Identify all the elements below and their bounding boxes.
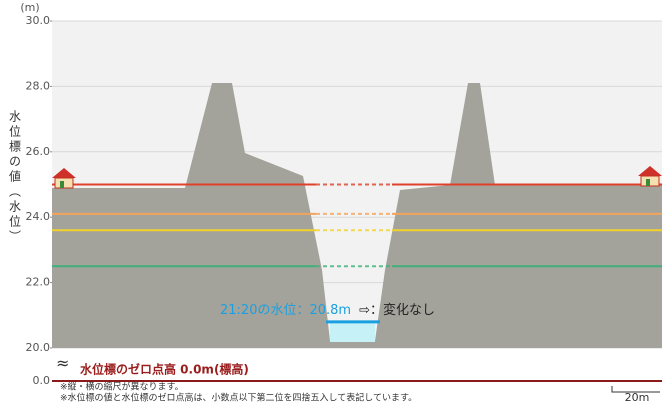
zero-tick-label: 0.0	[33, 374, 51, 387]
note: ※水位標の値と水位標のゼロ点高は、小数点以下第二位を四捨五入して表記しています。	[60, 392, 417, 404]
y-unit: (m)	[20, 1, 39, 14]
water-level-time-label: 21:20の水位：	[220, 303, 309, 318]
water-level-label: 21:20の水位：20.8m ⇨：変化なし	[220, 302, 435, 318]
y-tick-label: 30.0	[26, 14, 51, 27]
water-level-value-label: 20.8m	[309, 303, 351, 318]
y-axis-label: 水位標の値（水位）	[8, 110, 22, 245]
scale-label: 20m	[625, 391, 650, 404]
y-tick-label: 20.0	[26, 341, 51, 354]
water-level-trend: ⇨：変化なし	[359, 302, 435, 318]
axis-break: ≈	[56, 354, 69, 373]
zero-height-label: 水位標のゼロ点高 0.0m(標高)	[80, 362, 249, 377]
y-tick-label: 28.0	[26, 79, 51, 92]
water	[330, 322, 375, 342]
chart: (m) 水位標の値（水位） ≈ 水位標のゼロ点高 0.0m(標高) ※縦・横の縮…	[0, 0, 662, 407]
y-tick-label: 24.0	[26, 210, 51, 223]
y-tick-label: 22.0	[26, 276, 51, 289]
note: ※縦・横の縮尺が異なります。	[60, 381, 184, 393]
y-tick-label: 26.0	[26, 145, 51, 158]
